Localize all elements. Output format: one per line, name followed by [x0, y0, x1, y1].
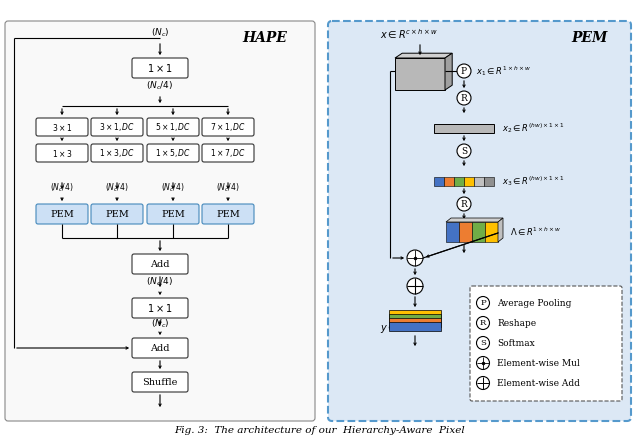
FancyBboxPatch shape — [202, 204, 254, 224]
Text: PEM: PEM — [216, 210, 240, 219]
FancyBboxPatch shape — [202, 118, 254, 136]
FancyBboxPatch shape — [328, 21, 631, 421]
Circle shape — [407, 250, 423, 266]
Text: Shuffle: Shuffle — [142, 378, 178, 387]
FancyBboxPatch shape — [132, 298, 188, 318]
Text: $1 \times 3, DC$: $1 \times 3, DC$ — [99, 147, 135, 159]
Bar — [464, 177, 474, 186]
Text: S: S — [480, 339, 486, 347]
FancyBboxPatch shape — [91, 204, 143, 224]
Bar — [389, 318, 441, 327]
Text: Add: Add — [150, 260, 170, 269]
Bar — [389, 322, 441, 331]
Bar — [389, 314, 441, 323]
Text: $1 \times 5, DC$: $1 \times 5, DC$ — [155, 147, 191, 159]
Polygon shape — [395, 53, 452, 58]
Text: Average Pooling: Average Pooling — [497, 299, 572, 308]
FancyBboxPatch shape — [5, 21, 315, 421]
Text: $x_3 \in R^{(hw) \times 1 \times 1}$: $x_3 \in R^{(hw) \times 1 \times 1}$ — [502, 174, 564, 189]
Circle shape — [477, 376, 490, 389]
Text: $(N_c/4)$: $(N_c/4)$ — [147, 276, 173, 288]
Text: $1 \times 3$: $1 \times 3$ — [52, 148, 72, 159]
Circle shape — [477, 337, 490, 350]
Text: Add: Add — [150, 343, 170, 353]
Circle shape — [457, 144, 471, 158]
Text: $(N_c/4)$: $(N_c/4)$ — [50, 182, 74, 194]
FancyBboxPatch shape — [132, 254, 188, 274]
Text: $3 \times 1$: $3 \times 1$ — [52, 122, 72, 132]
Text: $(N_c/4)$: $(N_c/4)$ — [161, 182, 185, 194]
Text: $(N_c)$: $(N_c)$ — [150, 318, 170, 330]
Text: Element-wise Mul: Element-wise Mul — [497, 358, 580, 367]
Text: PEM: PEM — [105, 210, 129, 219]
Polygon shape — [395, 58, 445, 90]
Text: $x \in R^{c \times h \times w}$: $x \in R^{c \times h \times w}$ — [380, 27, 438, 41]
FancyBboxPatch shape — [470, 286, 622, 401]
Bar — [444, 177, 454, 186]
Text: $x_2 \in R^{(hw) \times 1 \times 1}$: $x_2 \in R^{(hw) \times 1 \times 1}$ — [502, 122, 564, 135]
Text: PEM: PEM — [161, 210, 185, 219]
Text: $\Lambda \in R^{1 \times h \times w}$: $\Lambda \in R^{1 \times h \times w}$ — [510, 226, 561, 238]
Text: $1 \times 1$: $1 \times 1$ — [147, 302, 173, 314]
FancyBboxPatch shape — [36, 144, 88, 162]
FancyBboxPatch shape — [132, 372, 188, 392]
Text: P: P — [480, 299, 486, 307]
Text: HAPE: HAPE — [243, 31, 287, 45]
Polygon shape — [459, 222, 472, 242]
Text: $y \in R^{c \times h \times w}$: $y \in R^{c \times h \times w}$ — [380, 320, 438, 336]
FancyBboxPatch shape — [91, 144, 143, 162]
Bar — [389, 310, 441, 319]
Bar — [434, 177, 444, 186]
Polygon shape — [445, 53, 452, 90]
Text: Fig. 3:  The architecture of our  Hierarchy-Aware  Pixel: Fig. 3: The architecture of our Hierarch… — [175, 426, 465, 435]
Text: $1 \times 7, DC$: $1 \times 7, DC$ — [210, 147, 246, 159]
Text: PEM: PEM — [572, 31, 608, 45]
Circle shape — [407, 278, 423, 294]
Polygon shape — [485, 222, 498, 242]
FancyBboxPatch shape — [202, 144, 254, 162]
Bar — [484, 177, 494, 186]
Polygon shape — [472, 222, 485, 242]
Circle shape — [477, 296, 490, 309]
Text: $(N_c/4)$: $(N_c/4)$ — [147, 80, 173, 92]
Text: R: R — [461, 199, 467, 208]
Text: $(N_c/4)$: $(N_c/4)$ — [216, 182, 240, 194]
Text: S: S — [461, 147, 467, 156]
FancyBboxPatch shape — [91, 118, 143, 136]
Text: Element-wise Add: Element-wise Add — [497, 379, 580, 388]
Text: Reshape: Reshape — [497, 319, 536, 328]
Text: $3 \times 1, DC$: $3 \times 1, DC$ — [99, 121, 135, 133]
FancyBboxPatch shape — [147, 204, 199, 224]
FancyBboxPatch shape — [132, 58, 188, 78]
FancyBboxPatch shape — [147, 118, 199, 136]
Text: $7 \times 1, DC$: $7 \times 1, DC$ — [210, 121, 246, 133]
FancyBboxPatch shape — [36, 204, 88, 224]
Text: $x_1 \in R^{1 \times h \times w}$: $x_1 \in R^{1 \times h \times w}$ — [476, 64, 531, 78]
Text: $(N_c)$: $(N_c)$ — [150, 27, 170, 39]
Polygon shape — [446, 218, 503, 222]
Text: R: R — [480, 319, 486, 327]
Text: P: P — [461, 67, 467, 76]
Polygon shape — [446, 222, 459, 242]
Circle shape — [457, 64, 471, 78]
Text: $5 \times 1, DC$: $5 \times 1, DC$ — [155, 121, 191, 133]
Text: $1 \times 1$: $1 \times 1$ — [147, 62, 173, 74]
Circle shape — [457, 197, 471, 211]
Text: $(N_c/4)$: $(N_c/4)$ — [105, 182, 129, 194]
Text: R: R — [461, 93, 467, 102]
Bar — [454, 177, 464, 186]
Text: PEM: PEM — [50, 210, 74, 219]
Polygon shape — [498, 218, 503, 242]
Circle shape — [457, 91, 471, 105]
FancyBboxPatch shape — [147, 144, 199, 162]
Circle shape — [477, 357, 490, 370]
Bar — [434, 124, 494, 133]
Bar — [474, 177, 484, 186]
FancyBboxPatch shape — [132, 338, 188, 358]
Circle shape — [477, 316, 490, 329]
Text: Softmax: Softmax — [497, 338, 535, 347]
FancyBboxPatch shape — [36, 118, 88, 136]
